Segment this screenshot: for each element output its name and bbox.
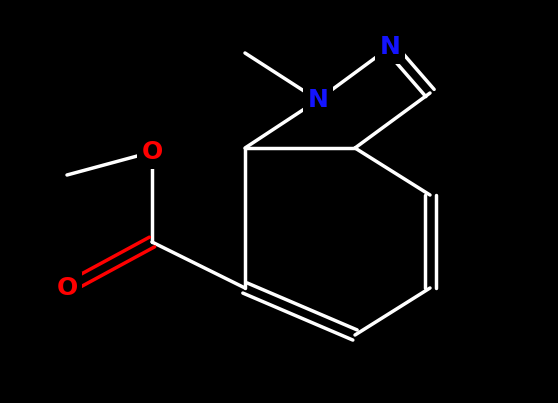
Text: O: O — [141, 140, 162, 164]
Text: O: O — [56, 276, 78, 300]
Text: N: N — [307, 88, 329, 112]
Text: N: N — [379, 35, 401, 59]
